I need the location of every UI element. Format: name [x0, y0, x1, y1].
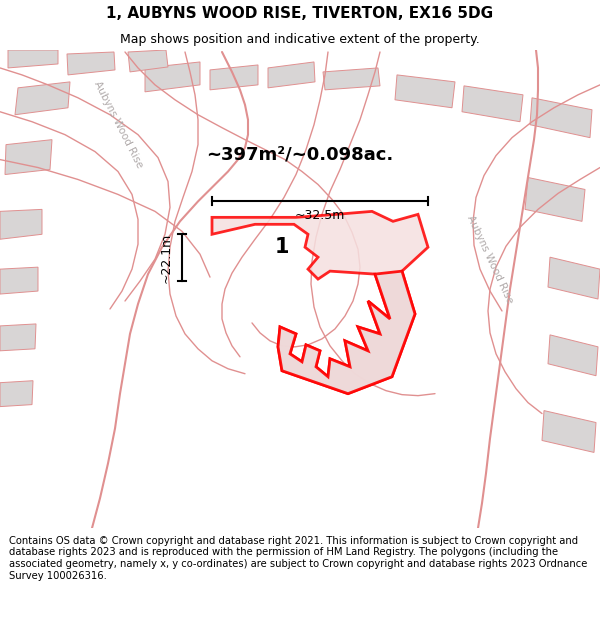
Polygon shape — [525, 177, 585, 221]
Polygon shape — [548, 335, 598, 376]
Polygon shape — [0, 381, 33, 407]
Polygon shape — [395, 75, 455, 108]
Polygon shape — [548, 258, 600, 299]
Text: ~22.1m: ~22.1m — [160, 232, 173, 282]
Text: Aubyns Wood Rise: Aubyns Wood Rise — [92, 79, 144, 170]
Text: Aubyns Wood Rise: Aubyns Wood Rise — [465, 214, 515, 305]
Polygon shape — [462, 86, 523, 122]
Polygon shape — [5, 139, 52, 174]
Polygon shape — [278, 271, 415, 394]
Text: Map shows position and indicative extent of the property.: Map shows position and indicative extent… — [120, 32, 480, 46]
Polygon shape — [67, 52, 115, 75]
Text: ~32.5m: ~32.5m — [295, 209, 345, 222]
Polygon shape — [15, 82, 70, 115]
Polygon shape — [542, 411, 596, 452]
Polygon shape — [128, 50, 168, 72]
Polygon shape — [323, 68, 380, 90]
Text: Contains OS data © Crown copyright and database right 2021. This information is : Contains OS data © Crown copyright and d… — [9, 536, 587, 581]
Polygon shape — [530, 98, 592, 138]
Text: 1: 1 — [275, 238, 289, 258]
Text: ~397m²/~0.098ac.: ~397m²/~0.098ac. — [206, 146, 394, 164]
Polygon shape — [210, 65, 258, 90]
Polygon shape — [8, 50, 58, 68]
Polygon shape — [0, 209, 42, 239]
Polygon shape — [0, 267, 38, 294]
Polygon shape — [0, 324, 36, 351]
Polygon shape — [268, 62, 315, 88]
Polygon shape — [212, 211, 428, 394]
Polygon shape — [145, 62, 200, 92]
Text: 1, AUBYNS WOOD RISE, TIVERTON, EX16 5DG: 1, AUBYNS WOOD RISE, TIVERTON, EX16 5DG — [106, 6, 494, 21]
